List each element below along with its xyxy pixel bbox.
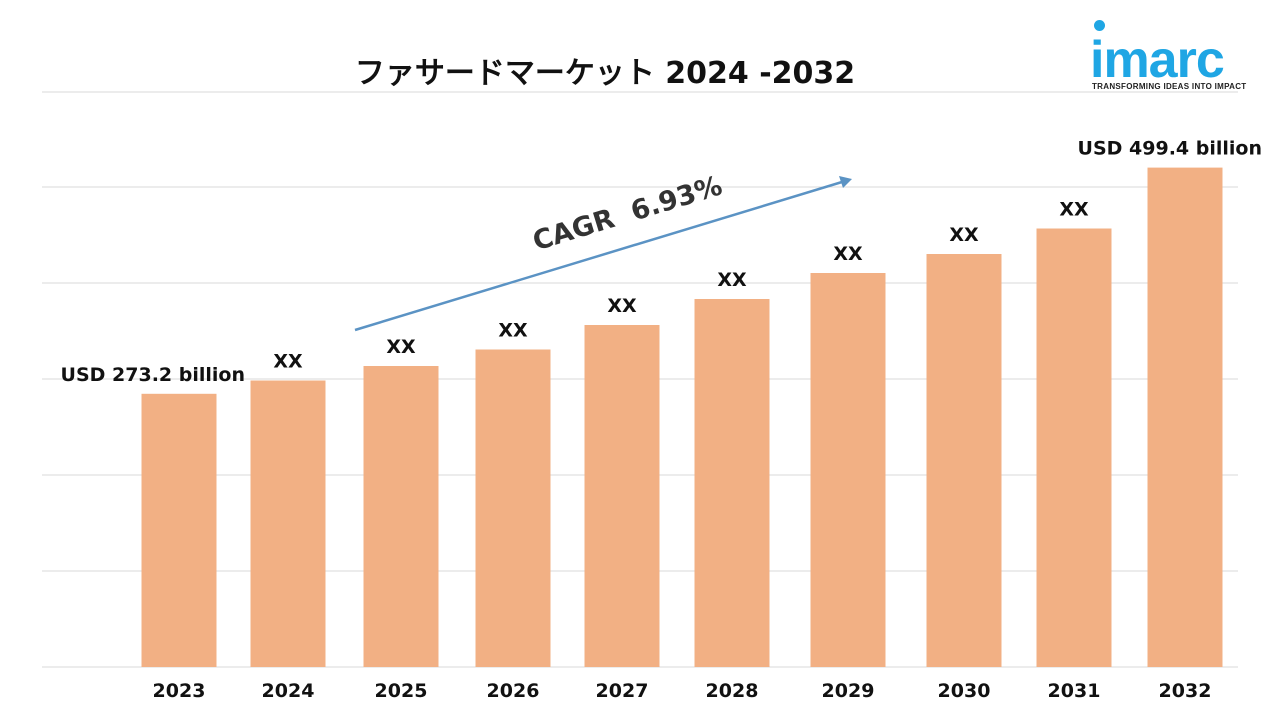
data-label-2030: XX [949,224,979,246]
data-label-2031: XX [1059,199,1089,221]
imarc-logo: imarc TRANSFORMING IDEAS INTO IMPACT [1090,18,1265,93]
data-label-2029: XX [833,243,863,265]
x-tick-2023: 2023 [153,680,206,702]
bar-2027 [584,325,660,667]
bar-2030 [926,254,1002,667]
arrow-head-icon [839,176,852,188]
bar-2023 [141,393,217,667]
x-tick-2029: 2029 [822,680,875,702]
cagr-arrow [354,176,852,332]
data-label-2026: XX [498,320,528,342]
logo-wordmark: imarc [1090,31,1225,89]
x-tick-2024: 2024 [262,680,315,702]
bar-2028 [694,299,770,667]
x-tick-2025: 2025 [375,680,428,702]
data-label-2028: XX [717,269,747,291]
data-label-2025: XX [386,336,416,358]
x-tick-2028: 2028 [706,680,759,702]
chart-title: ファサードマーケット 2024 -2032 [354,56,856,91]
bar-2031 [1036,228,1112,667]
bars [141,167,1223,667]
bar-2024 [250,380,326,667]
x-tick-2027: 2027 [596,680,649,702]
logo-tagline: TRANSFORMING IDEAS INTO IMPACT [1092,82,1247,91]
data-label-2027: XX [607,295,637,317]
data-label-2023: USD 273.2 billion [61,364,245,386]
x-tick-2031: 2031 [1048,680,1101,702]
cagr-label: CAGR 6.93% [529,170,726,257]
data-label-2024: XX [273,351,303,373]
logo-dot-icon [1094,20,1105,31]
bar-2029 [810,273,886,667]
x-tick-2026: 2026 [487,680,540,702]
data-labels: USD 273.2 billion XX XX XX XX XX XX XX XX USD 499… [61,138,1262,386]
bar-2025 [363,366,439,667]
bar-2026 [475,349,551,667]
data-label-2032: USD 499.4 billion [1078,138,1262,160]
bar-2032 [1147,167,1223,667]
x-tick-2032: 2032 [1159,680,1212,702]
x-tick-labels: 2023 2024 2025 2026 2027 2028 2029 2030 2031 2032 [153,680,1212,702]
x-tick-2030: 2030 [938,680,991,702]
